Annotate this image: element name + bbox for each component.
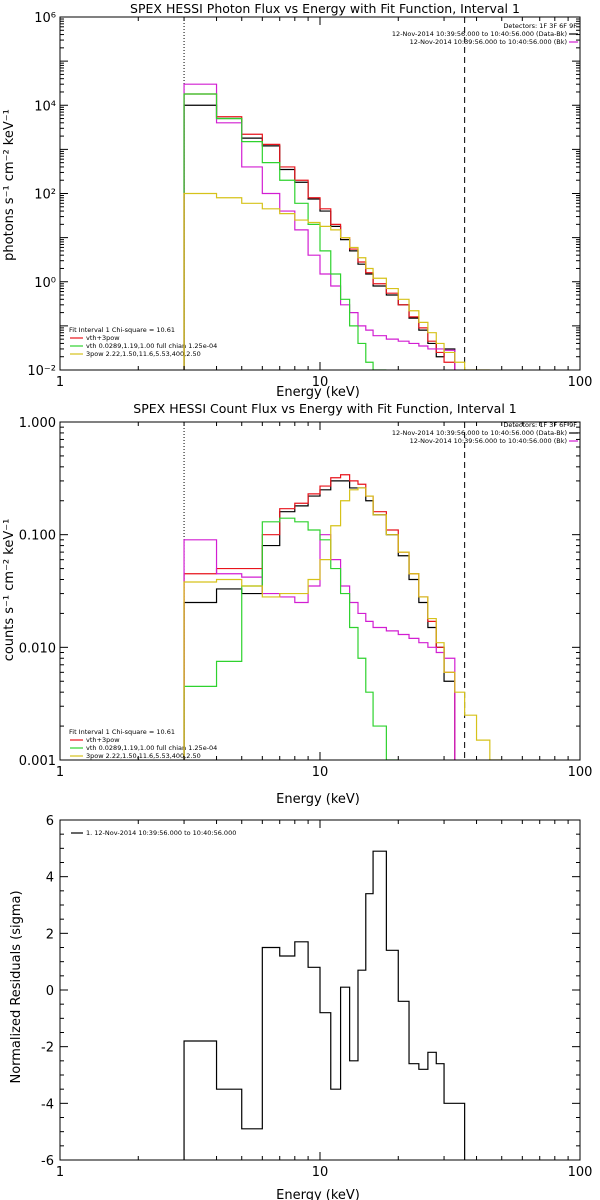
panel3-xtick-label: 10 (312, 1165, 329, 1180)
panel1-frame (59, 16, 581, 371)
panel1-legend-databk: 12-Nov-2014 10:39:56.000 to 10:40:56.000… (392, 30, 567, 38)
panel1-series-green (183, 93, 387, 370)
panel3-xtick-label: 1 (56, 1165, 64, 1180)
panel3-ytick-label: -2 (41, 1041, 54, 1056)
panel3-legend-interval: 1. 12-Nov-2014 10:39:56.000 to 10:40:56.… (86, 829, 236, 837)
panel2-ylabel: counts s⁻¹ cm⁻² keV⁻¹ (2, 519, 17, 662)
panel-residuals: Energy (keV) Normalized Residuals (sigma… (9, 829, 360, 1200)
panel3-series-black (183, 850, 466, 1160)
panel1-series-red (183, 93, 456, 370)
panel2-xlabel: Energy (keV) (276, 792, 360, 807)
panel1-xtick-label: 10 (312, 375, 329, 390)
panel2-legend-vth3pow: vth+3pow (86, 736, 120, 744)
panel1-fit-interval: Fit Interval 1 Chi-square = 10.61 (69, 326, 175, 334)
panel3-plot: 1 10 100 -6 -4 -2 0 2 4 6 (41, 814, 592, 1180)
panel2-detectors-label: Detectors: 1F 3F 6F 9F (503, 421, 577, 429)
panel3-ylabel: Normalized Residuals (sigma) (9, 890, 24, 1083)
panel1-ytick-label: 10⁴ (34, 99, 56, 114)
panel1-ytick-label: 10² (34, 188, 56, 203)
panel-count-flux: SPEX HESSI Count Flux vs Energy with Fit… (2, 401, 577, 807)
panel2-plot: 1 10 100 0.001 0.010 0.100 1.000 (19, 416, 593, 780)
panel2-legend-vth: vth 0.0289,1.19,1.00 full chian 1.25e-04 (86, 744, 217, 752)
panel2-series-black (183, 480, 456, 760)
panel2-xtick-label: 10 (312, 765, 329, 780)
panel2-ytick-label: 1.000 (19, 416, 56, 431)
panel2-xtick-label: 1 (56, 765, 64, 780)
panel3-ytick-label: -6 (41, 1154, 54, 1169)
panel1-plot: 1 10 100 10⁻² 10⁰ 10² 10⁴ 10⁶ (27, 11, 592, 390)
panel1-legend-3pow: 3pow 2.22,1.50,11.6,5.53,400,2.50 (86, 350, 201, 358)
panel1-legend-vth3pow: vth+3pow (86, 334, 120, 342)
panel1-legend-vth: vth 0.0289,1.19,1.00 full chian 1.25e-04 (86, 342, 217, 350)
panel3-ytick-label: 6 (46, 814, 54, 829)
panel-photon-flux: SPEX HESSI Photon Flux vs Energy with Fi… (2, 1, 577, 400)
panel1-legend-bk: 12-Nov-2014 10:39:56.000 to 10:40:56.000… (410, 38, 567, 46)
panel1-ytick-label: 10⁶ (34, 11, 56, 26)
panel2-ytick-label: 0.001 (19, 754, 56, 769)
panel3-ytick-label: 2 (46, 927, 54, 942)
panel2-series-magenta (183, 534, 456, 760)
panel1-series-black (183, 104, 456, 370)
panel2-ytick-label: 0.010 (19, 641, 56, 656)
panel2-legend-databk: 12-Nov-2014 10:39:56.000 to 10:40:56.000… (392, 429, 567, 437)
panel2-title: SPEX HESSI Count Flux vs Energy with Fit… (133, 401, 516, 416)
panel2-series-red (183, 474, 456, 760)
panel2-legend-3pow: 3pow 2.22,1.50,11.6,5.53,400,2.50 (86, 752, 201, 760)
panel1-ylabel: photons s⁻¹ cm⁻² keV⁻¹ (2, 109, 17, 261)
panel1-series-yellow (183, 192, 490, 370)
panel3-series-group (183, 850, 466, 1160)
panel2-series-yellow (183, 487, 502, 760)
panel2-legend-bk: 12-Nov-2014 10:39:56.000 to 10:40:56.000… (410, 437, 567, 445)
panel3-ytick-label: 4 (46, 871, 54, 886)
panel2-ytick-label: 0.100 (19, 529, 56, 544)
panel1-xtick-label: 1 (56, 375, 64, 390)
panel3-ytick-label: -4 (41, 1097, 54, 1112)
panel3-xtick-label: 100 (568, 1165, 593, 1180)
panel2-xtick-label: 100 (568, 765, 593, 780)
panel3-xlabel: Energy (keV) (276, 1188, 360, 1200)
panel1-series-group (183, 83, 490, 370)
panel1-title: SPEX HESSI Photon Flux vs Energy with Fi… (130, 1, 520, 16)
panel2-frame (59, 421, 581, 761)
panel2-series-group (183, 474, 502, 760)
panel1-detectors-label: Detectors: 1F 3F 6F 9F (503, 22, 577, 30)
panel1-ytick-label: 10⁰ (34, 276, 56, 291)
panel3-ytick-label: 0 (46, 984, 54, 999)
panel1-xtick-label: 100 (568, 375, 593, 390)
panel1-xlabel: Energy (keV) (276, 385, 360, 400)
panel2-fit-interval: Fit Interval 1 Chi-square = 10.61 (69, 728, 175, 736)
panel1-ytick-label: 10⁻² (27, 364, 56, 379)
